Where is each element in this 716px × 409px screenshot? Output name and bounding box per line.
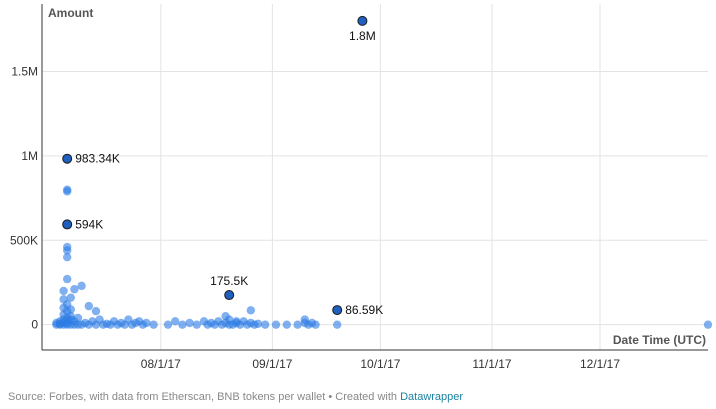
y-axis-title: Amount <box>48 6 93 20</box>
data-point <box>178 320 187 329</box>
x-tick-label: 08/1/17 <box>141 357 181 371</box>
data-point <box>62 185 72 194</box>
data-point <box>185 318 194 328</box>
data-point <box>311 320 320 329</box>
grid-lines <box>42 4 708 350</box>
scatter-chart: 0 500K 1M 1.5M 08/1/17 09/1/17 10/1/17 11/1/17 1… <box>10 4 713 371</box>
data-point <box>333 320 342 329</box>
data-point <box>282 320 291 329</box>
point-label: 86.59K <box>345 303 383 317</box>
data-point <box>62 242 72 252</box>
data-point <box>66 293 76 302</box>
data-points <box>52 185 713 329</box>
highlighted-point <box>224 290 235 301</box>
data-point <box>192 320 201 329</box>
highlighted-point <box>357 15 368 26</box>
chart-footer: Source: Forbes, with data from Etherscan… <box>8 391 463 403</box>
point-label: 983.34K <box>75 152 120 166</box>
y-tick-label: 0 <box>31 318 38 332</box>
y-tick-label: 1.5M <box>11 65 38 79</box>
data-point <box>253 319 263 329</box>
point-label: 594K <box>75 217 103 231</box>
data-point <box>62 252 72 262</box>
axes: 0 500K 1M 1.5M 08/1/17 09/1/17 10/1/17 11/1/17 1… <box>10 4 708 371</box>
data-point <box>163 320 173 329</box>
data-point <box>149 320 158 329</box>
data-point <box>293 320 302 329</box>
highlighted-point <box>62 153 73 164</box>
point-label: 175.5K <box>210 274 248 288</box>
annotations: 983.34K 594K 175.5K 86.59K 1.8M <box>62 15 383 317</box>
point-label: 1.8M <box>349 29 376 43</box>
data-point <box>70 285 79 294</box>
y-tick-label: 1M <box>21 149 38 163</box>
data-point <box>703 320 713 329</box>
data-point <box>59 286 68 296</box>
source-note: Source: Forbes, with data from Etherscan… <box>8 391 401 403</box>
data-point <box>62 274 72 284</box>
data-point <box>77 281 86 291</box>
data-point <box>246 306 255 315</box>
data-point <box>142 318 151 328</box>
data-point <box>261 320 270 329</box>
highlighted-point <box>332 305 343 316</box>
datawrapper-link[interactable]: Datawrapper <box>400 391 464 403</box>
x-tick-label: 11/1/17 <box>472 357 511 371</box>
highlighted-point <box>62 219 73 230</box>
data-point <box>171 317 180 326</box>
data-point <box>73 313 83 323</box>
x-axis-title: Date Time (UTC) <box>613 333 706 347</box>
data-point <box>271 320 281 329</box>
y-tick-label: 500K <box>10 233 38 247</box>
data-point <box>91 306 101 316</box>
data-point <box>84 301 94 311</box>
x-tick-label: 10/1/17 <box>360 357 400 371</box>
x-tick-label: 12/1/17 <box>580 357 620 371</box>
data-point <box>66 305 76 314</box>
x-tick-label: 09/1/17 <box>252 357 292 371</box>
